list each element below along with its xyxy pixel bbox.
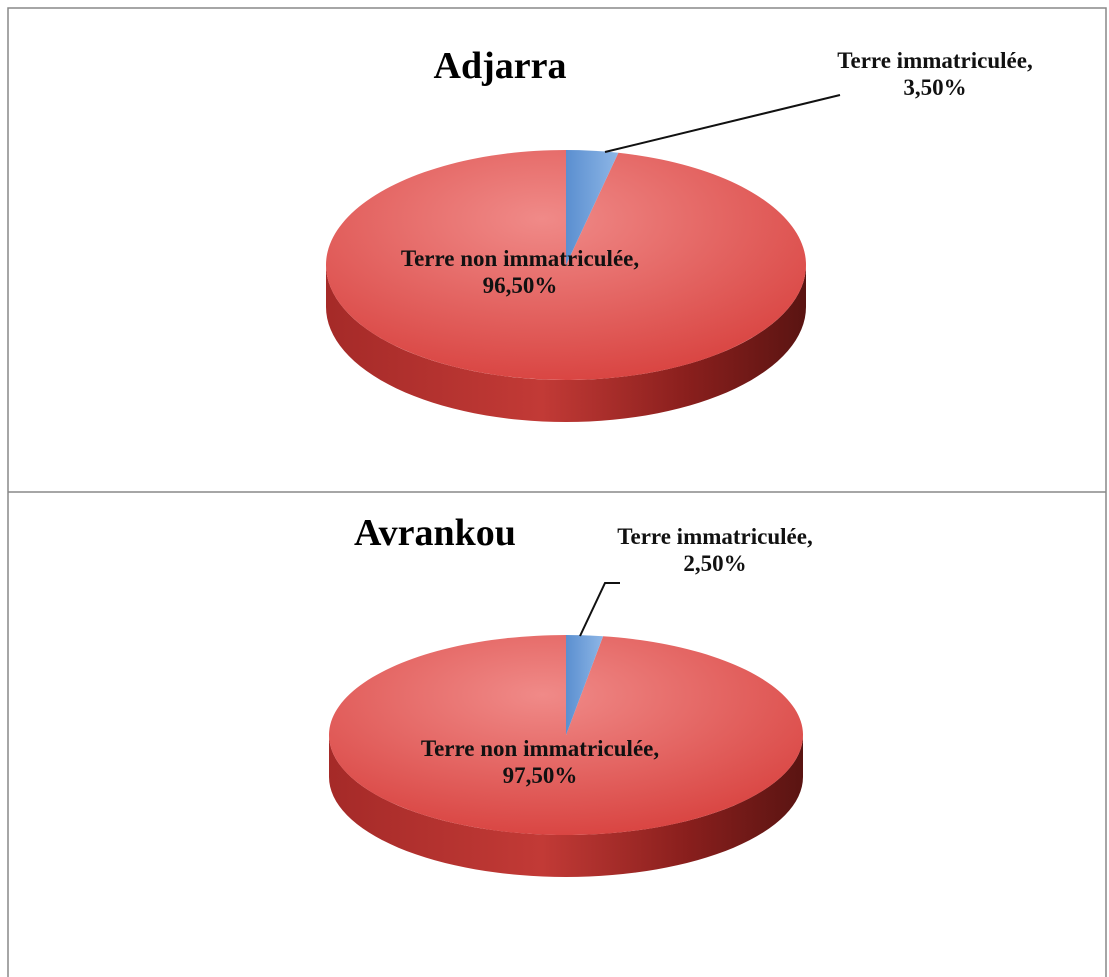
table-border <box>7 7 1107 977</box>
data-label-box: Terre non immatriculée, 97,50% <box>420 735 660 789</box>
pie-slice <box>329 635 804 835</box>
data-label-box: Terre non immatriculée, 96,50% <box>400 245 640 299</box>
pie-side <box>326 265 806 422</box>
chart-title: Avrankou <box>354 512 516 554</box>
label-text: Terre non immatriculée, <box>420 736 660 761</box>
label-text: 3,50% <box>903 75 967 100</box>
label-text: Terre non immatriculée, <box>400 246 640 271</box>
data-label: Terre immatriculée,3,50% <box>830 47 1040 101</box>
label-text: Terre immatriculée, <box>837 48 1033 73</box>
chart-title: Adjarra <box>434 45 567 87</box>
pie-slice <box>566 150 619 265</box>
data-label: Terre immatriculée,2,50% <box>610 523 820 577</box>
data-label: Terre non immatriculée,97,50% <box>420 735 660 789</box>
data-label-box: Terre immatriculée, 3,50% <box>830 47 1040 101</box>
leader-line <box>579 582 620 637</box>
label-text: 97,50% <box>502 763 578 788</box>
data-label: Terre non immatriculée,96,50% <box>400 245 640 299</box>
pie-side <box>329 735 803 877</box>
leader-line <box>604 94 841 153</box>
label-text: Terre immatriculée, <box>617 524 813 549</box>
data-label-box: Terre immatriculée, 2,50% <box>610 523 820 577</box>
label-text: 96,50% <box>482 273 558 298</box>
label-text: 2,50% <box>683 551 747 576</box>
pie-slice <box>566 635 604 735</box>
